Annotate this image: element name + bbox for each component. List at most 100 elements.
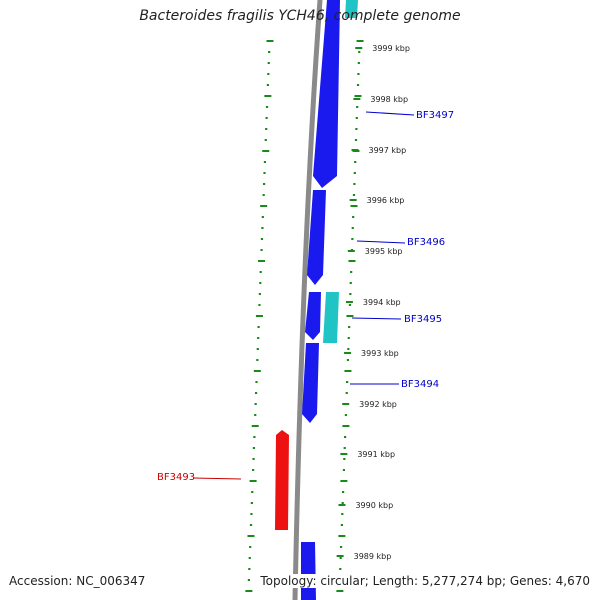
kbp-label: 3991 kbp <box>357 450 395 459</box>
inner-tick-mark <box>356 84 360 86</box>
accession-text: Accession: NC_006347 <box>9 574 146 588</box>
outer-tick-mark <box>249 546 252 548</box>
label-bf3495[interactable]: BF3495 <box>404 314 442 325</box>
inner-tick-mark <box>347 337 350 339</box>
outer-tick-mark <box>252 458 255 460</box>
label-bf3493[interactable]: BF3493 <box>157 472 195 483</box>
inner-tick-mark <box>341 513 344 515</box>
outer-tick-mark <box>256 348 259 350</box>
gene-labels: BF3497 BF3496 BF3495 BF3494 BF3493 <box>157 110 454 483</box>
outer-tick-mark <box>257 337 260 339</box>
kbp-label: 3993 kbp <box>361 349 399 358</box>
outer-tick-mark <box>253 370 261 372</box>
outer-tick-mark <box>259 282 262 284</box>
kbp-tick <box>355 47 363 49</box>
kbp-label: 3999 kbp <box>372 44 410 53</box>
inner-tick-mark <box>353 172 356 174</box>
outer-tick-mark <box>254 392 258 394</box>
inner-tick-mark <box>346 315 354 317</box>
kbp-tick <box>351 149 359 151</box>
inner-tick-mark <box>354 95 362 97</box>
outer-tick-mark <box>264 95 272 97</box>
outer-tick-mark <box>250 502 253 504</box>
inner-tick-mark <box>354 161 357 163</box>
kbp-label: 3989 kbp <box>354 552 392 561</box>
outer-tick-mark <box>251 425 259 427</box>
outer-tick-mark <box>251 491 254 493</box>
leader-bf3495 <box>351 317 402 320</box>
inner-tick-mark <box>358 51 361 53</box>
inner-tick-mark <box>342 425 350 427</box>
outer-tick-mark <box>259 271 262 273</box>
inner-tick-mark <box>350 271 353 273</box>
kbp-label: 3997 kbp <box>369 146 407 155</box>
kbp-label: 3996 kbp <box>367 196 405 205</box>
outer-tick-mark <box>267 62 270 64</box>
outer-tick-mark <box>260 238 264 240</box>
outer-tick-mark <box>252 469 255 471</box>
inner-tick-mark <box>341 491 345 493</box>
inner-tick-mark <box>355 117 358 119</box>
inner-tick-mark <box>348 326 351 328</box>
outer-tick-mark <box>260 249 263 251</box>
kbp-label: 3992 kbp <box>359 400 397 409</box>
inner-tick-mark <box>351 227 354 229</box>
inner-tick-mark <box>347 348 350 350</box>
outer-tick-mark <box>245 590 253 592</box>
outer-tick-mark <box>260 205 268 207</box>
outer-tick-mark <box>262 194 265 196</box>
inner-tick-mark <box>344 414 348 416</box>
inner-tick-mark <box>351 238 354 240</box>
gene-arrow-bottom[interactable] <box>301 542 316 600</box>
outer-tick-mark <box>249 480 257 482</box>
gene-arrow-bf3496[interactable] <box>307 190 326 285</box>
gene-arrow-bf3497[interactable] <box>313 0 340 188</box>
kbp-label: 3995 kbp <box>365 247 403 256</box>
leader-bf3496 <box>356 240 406 244</box>
outer-tick-mark <box>263 172 266 174</box>
inner-tick-mark <box>346 381 349 383</box>
kbp-tick <box>353 98 361 100</box>
inner-tick-mark <box>344 370 352 372</box>
outer-tick-mark <box>266 84 269 86</box>
inner-tick-mark <box>349 293 352 295</box>
kbp-tick <box>344 352 352 354</box>
outer-tick-mark <box>248 568 251 570</box>
outer-tick-mark <box>255 315 263 317</box>
inner-tick-mark <box>356 106 359 108</box>
outer-tick-mark <box>255 381 258 383</box>
label-bf3496[interactable]: BF3496 <box>407 237 445 248</box>
kbp-tick <box>347 250 355 252</box>
kbp-tick <box>349 199 357 201</box>
outer-tick-mark <box>258 260 266 262</box>
inner-tick-mark <box>343 458 346 460</box>
gene-arrow-small[interactable] <box>305 292 321 340</box>
inner-tick-mark <box>339 568 342 570</box>
gene-arrow-bf3494[interactable] <box>302 343 319 423</box>
outer-tick-mark <box>247 535 255 537</box>
rna-gene-bf3495[interactable] <box>323 292 339 343</box>
outer-tick-mark <box>267 73 270 75</box>
kbp-tick <box>336 555 344 557</box>
label-bf3497[interactable]: BF3497 <box>416 110 454 121</box>
kbp-tick <box>345 301 353 303</box>
inner-tick-mark <box>345 392 348 394</box>
rna-gene-top[interactable] <box>345 0 358 18</box>
inner-tick-mark <box>348 304 352 306</box>
inner-tick-mark <box>350 205 358 207</box>
outer-tick-mark <box>258 304 261 306</box>
outer-tick-mark <box>261 227 264 229</box>
gene-arrow-bf3493[interactable] <box>275 430 289 530</box>
inner-tick-mark <box>341 502 344 504</box>
outer-tick-mark <box>256 359 259 361</box>
kbp-label: 3994 kbp <box>363 298 401 307</box>
inner-tick-mark <box>357 62 360 64</box>
outer-tick-mark <box>263 161 267 163</box>
kbp-markers: 3999 kbp 3998 kbp 3997 kbp 3996 kbp 3995 kbp… <box>336 44 410 561</box>
outer-tick-mark <box>264 139 267 141</box>
inner-tick-mark <box>346 359 350 361</box>
inner-tick-mark <box>355 128 358 130</box>
label-bf3494[interactable]: BF3494 <box>401 379 439 390</box>
inner-tick-mark <box>352 216 355 218</box>
